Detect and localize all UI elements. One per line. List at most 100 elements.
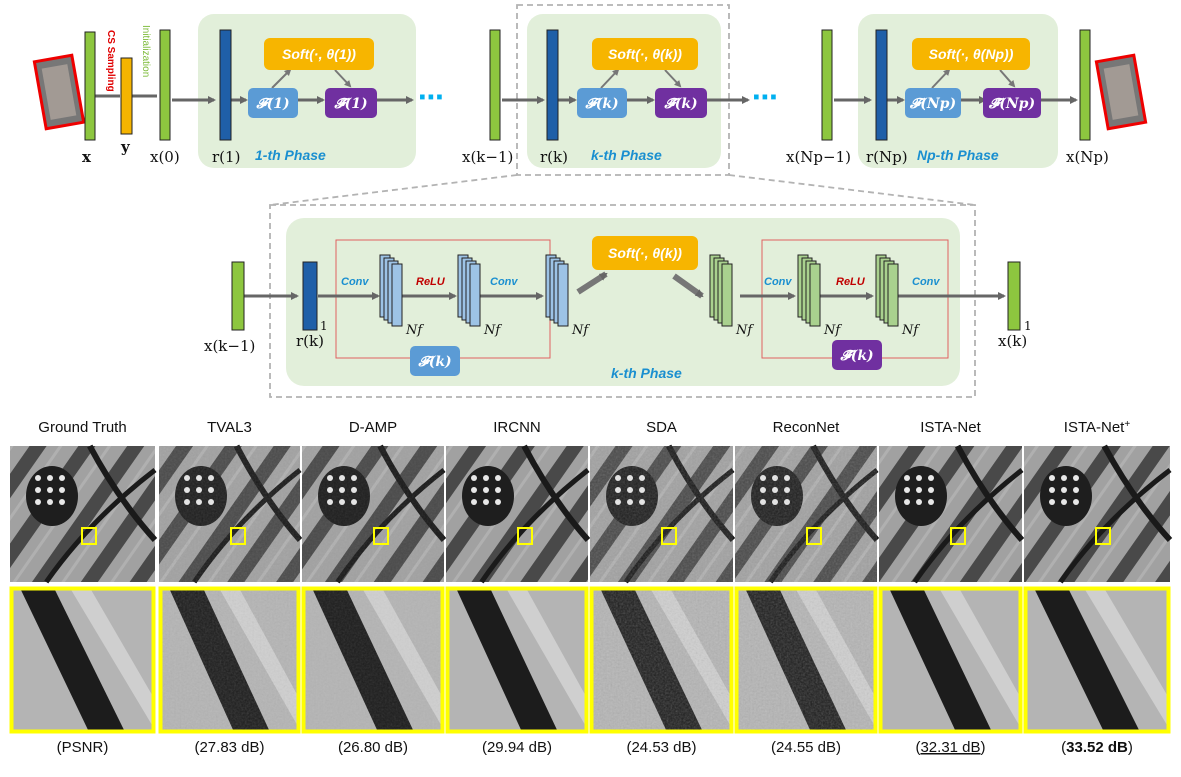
detail-phase-title: k-th Phase xyxy=(611,365,682,381)
phase-1-soft-box xyxy=(264,38,374,70)
method-title: IRCNN xyxy=(493,419,541,436)
psnr-value: (26.80 dB) xyxy=(338,739,408,756)
phase-np-soft-box xyxy=(912,38,1030,70)
rnp-vector-bar xyxy=(875,29,888,141)
xnp1-vector-bar xyxy=(821,29,833,141)
phase-1-forward-label: 𝓕(1) xyxy=(255,96,289,112)
initialization-label: Initialization xyxy=(140,25,151,77)
feature-stack-green-1 xyxy=(709,254,733,327)
nf-label-1: Nf xyxy=(405,323,424,338)
phase-1-soft-label: Soft(·, θ(1)) xyxy=(282,46,356,62)
psnr-value: (24.53 dB) xyxy=(626,739,696,756)
x-vector-bar xyxy=(84,31,96,141)
detail-input-bar xyxy=(231,261,245,331)
label-rk: r(k) xyxy=(540,148,568,166)
relu-label-1: ReLU xyxy=(416,276,446,288)
phase-np-inverse-label: 𝓕̃(Np) xyxy=(988,96,1035,112)
conv-label-4: Conv xyxy=(912,276,940,288)
butterfly-image xyxy=(879,444,1025,584)
label-x: x xyxy=(82,148,92,166)
method-title: SDA xyxy=(646,419,677,436)
nf-label-2: Nf xyxy=(483,323,502,338)
detail-output-label: x(k) xyxy=(998,332,1027,350)
feature-stack-blue-3 xyxy=(545,254,569,327)
rk-vector-bar xyxy=(546,29,559,141)
output-image-thumbnail xyxy=(1094,53,1148,131)
phase-1-title: 1-th Phase xyxy=(255,147,326,163)
phase-k-soft-box xyxy=(592,38,698,70)
phase-k-inverse-box xyxy=(655,88,707,118)
conv-label-1: Conv xyxy=(341,276,369,288)
ellipsis-2: ⋯ xyxy=(752,83,778,113)
conv-label-3: Conv xyxy=(764,276,792,288)
phase-k-inverse-label: 𝓕̃(k) xyxy=(663,96,697,112)
butterfly-image xyxy=(302,444,447,584)
detail-soft-box xyxy=(592,236,698,270)
method-title: ISTA-Net+ xyxy=(1064,419,1131,437)
detail-r-bar xyxy=(302,261,318,331)
cs-sampling-label: CS Sampling xyxy=(105,30,116,92)
phase-k-dashed-highlight xyxy=(516,4,730,176)
input-image-thumbnail xyxy=(32,53,86,131)
x0-vector-bar xyxy=(159,29,171,141)
psnr-value: (PSNR) xyxy=(57,739,109,756)
butterfly-image xyxy=(590,444,736,584)
label-r1: r(1) xyxy=(212,148,240,166)
detail-r-one: 1 xyxy=(320,319,328,333)
feature-stack-blue-2 xyxy=(457,254,481,327)
zoomed-crop xyxy=(734,586,878,734)
butterfly-image xyxy=(446,444,591,584)
phase-np-forward-box xyxy=(905,88,961,118)
phase-k-forward-label: 𝓕(k) xyxy=(584,96,618,112)
butterfly-image xyxy=(10,444,158,584)
label-xnp1: x(Np−1) xyxy=(786,148,851,166)
zoomed-crop xyxy=(589,586,734,734)
zoomed-crop xyxy=(9,586,156,734)
nf-label-5: Nf xyxy=(823,323,842,338)
ellipsis-1: ⋯ xyxy=(418,83,444,113)
method-title: ISTA-Net xyxy=(920,419,981,436)
psnr-value: (29.94 dB) xyxy=(482,739,552,756)
detail-output-bar xyxy=(1007,261,1021,331)
phase-np-soft-label: Soft(·, θ(Np)) xyxy=(929,46,1014,62)
zoomed-crop xyxy=(445,586,589,734)
psnr-value: (24.55 dB) xyxy=(771,739,841,756)
phase-1-forward-box xyxy=(248,88,298,118)
detail-r-label: r(k) xyxy=(296,332,324,350)
label-xnp: x(Np) xyxy=(1066,148,1109,166)
feature-stack-green-2 xyxy=(797,254,821,327)
butterfly-image xyxy=(735,444,880,584)
zoomed-crop xyxy=(158,586,301,734)
phase-np-forward-label: 𝓕(Np) xyxy=(909,96,956,112)
nf-label-4: Nf xyxy=(735,323,754,338)
psnr-value: (27.83 dB) xyxy=(194,739,264,756)
phase-k-forward-box xyxy=(577,88,627,118)
conv-label-2: Conv xyxy=(490,276,518,288)
r1-vector-bar xyxy=(219,29,232,141)
detail-phase: Conv ReLU Conv Conv ReLU Conv Nf Nf Nf N… xyxy=(204,218,1032,386)
xk1-vector-bar xyxy=(489,29,501,141)
detail-input-label: x(k−1) xyxy=(204,337,255,355)
butterfly-image xyxy=(159,444,303,584)
label-xk1: x(k−1) xyxy=(462,148,513,166)
detail-phase-background xyxy=(286,218,960,386)
phase-k-title: k-th Phase xyxy=(591,147,662,163)
detail-inverse-box xyxy=(832,340,882,370)
xnp-vector-bar xyxy=(1079,29,1091,141)
feature-stack-blue-1 xyxy=(379,254,403,327)
zoomed-crop xyxy=(301,586,445,734)
label-y: y xyxy=(120,138,131,156)
phase-np-inverse-box xyxy=(983,88,1041,118)
relu-label-2: ReLU xyxy=(836,276,866,288)
zoom-connectors xyxy=(269,174,976,398)
psnr-value: (33.52 dB) xyxy=(1061,739,1133,756)
psnr-value: (32.31 dB) xyxy=(915,739,985,756)
comparison-grid: Ground Truth (PSNR) TVAL3 (27.83 dB) D-AMP (2… xyxy=(9,419,1173,756)
zoomed-crop xyxy=(878,586,1023,734)
detail-soft-label: Soft(·, θ(k)) xyxy=(608,245,682,261)
detail-forward-box xyxy=(410,346,460,376)
phase-k-soft-label: Soft(·, θ(k)) xyxy=(608,46,682,62)
label-x0: x(0) xyxy=(150,148,180,166)
y-measurement-bar xyxy=(120,57,133,135)
